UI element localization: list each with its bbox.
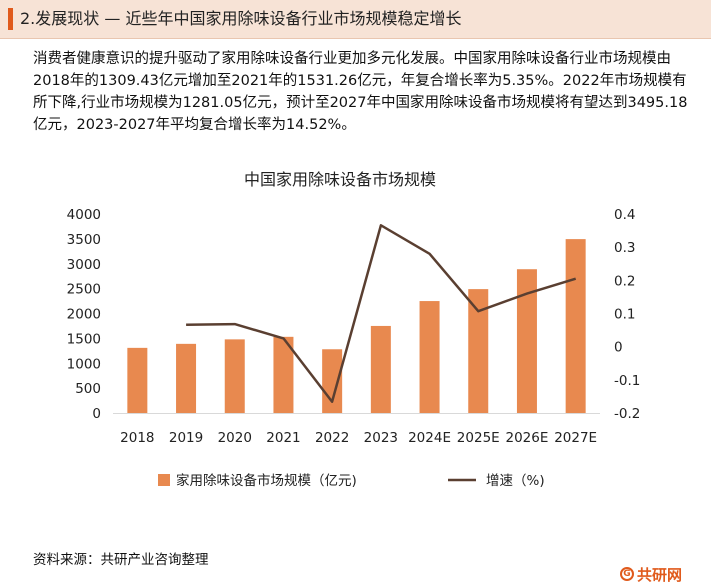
y-left-tick-label: 0 [92, 406, 101, 422]
x-tick-label: 2022 [315, 430, 349, 446]
y-left-tick-label: 3500 [67, 232, 101, 248]
y-right-tick-label: 0.2 [614, 273, 635, 289]
source-note: 资料来源：共研产业咨询整理 [33, 552, 209, 568]
brand-logo-text: 共研网 [637, 565, 683, 584]
bar [322, 349, 343, 413]
y-right-tick-label: 0.4 [614, 207, 635, 223]
bar [516, 269, 537, 413]
x-tick-label: 2023 [364, 430, 398, 446]
intro-text: 消费者健康意识的提升驱动了家用除味设备行业更加多元化发展。中国家用除味设备行业市… [33, 48, 698, 136]
y-left-tick-label: 500 [75, 381, 101, 397]
bar [468, 289, 489, 413]
bar [224, 339, 245, 413]
x-tick-label: 2020 [218, 430, 252, 446]
legend-label-line: 增速（%) [486, 473, 545, 489]
bar [273, 336, 294, 413]
header: 2.发展现状 — 近些年中国家用除味设备行业市场规模稳定增长 [0, 0, 711, 39]
y-left-tick-label: 2500 [67, 282, 101, 298]
y-left-tick-label: 1500 [67, 331, 101, 347]
y-left-tick-label: 4000 [67, 207, 101, 223]
y-left-tick-label: 3000 [67, 257, 101, 273]
x-tick-label: 2024E [408, 430, 451, 446]
y-left-tick-label: 1000 [67, 356, 101, 372]
x-tick-label: 2021 [266, 430, 300, 446]
x-tick-label: 2025E [457, 430, 500, 446]
x-tick-label: 2018 [120, 430, 154, 446]
legend-label-bars: 家用除味设备市场规模（亿元) [176, 472, 357, 489]
brand-logo-icon: G [620, 567, 634, 581]
page-title: 2.发展现状 — 近些年中国家用除味设备行业市场规模稳定增长 [20, 9, 462, 28]
x-tick-label: 2026E [506, 430, 549, 446]
intro-paragraph: 消费者健康意识的提升驱动了家用除味设备行业更加多元化发展。中国家用除味设备行业市… [33, 51, 688, 133]
y-right-tick-label: 0.1 [614, 307, 635, 323]
y-right-tick-label: 0 [614, 340, 623, 356]
x-tick-label: 2027E [554, 430, 597, 446]
bar [565, 239, 586, 413]
bar [370, 325, 391, 413]
y-right-tick-label: -0.1 [614, 373, 640, 389]
chart-title: 中国家用除味设备市场规模 [244, 170, 436, 189]
legend-swatch-bars [158, 474, 170, 486]
bar [419, 301, 440, 413]
y-right-tick-label: 0.3 [614, 240, 635, 256]
header-accent-bar [8, 8, 13, 30]
bar [176, 343, 197, 413]
y-right-tick-label: -0.2 [614, 406, 640, 422]
bar [127, 347, 148, 413]
y-left-tick-label: 2000 [67, 307, 101, 323]
x-tick-label: 2019 [169, 430, 203, 446]
brand-logo: G 共研网 [620, 563, 704, 585]
